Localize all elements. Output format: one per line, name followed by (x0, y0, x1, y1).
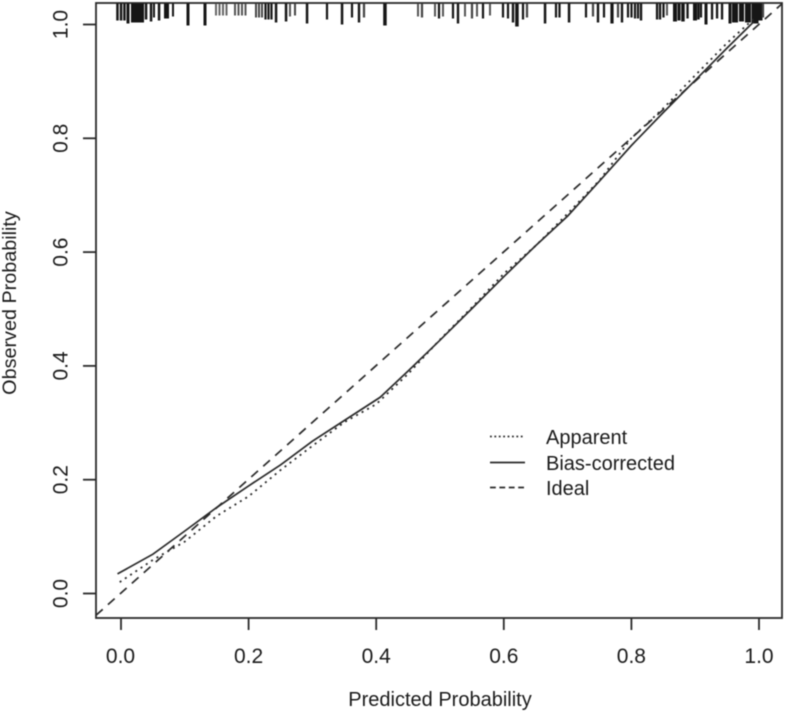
svg-text:Observed Probability: Observed Probability (0, 211, 21, 395)
svg-text:1.0: 1.0 (50, 10, 73, 39)
svg-text:0.2: 0.2 (50, 465, 73, 494)
svg-text:0.4: 0.4 (50, 351, 73, 381)
svg-text:0.0: 0.0 (106, 645, 135, 668)
svg-text:0.4: 0.4 (362, 645, 392, 668)
svg-text:1.0: 1.0 (744, 645, 773, 668)
svg-text:0.0: 0.0 (50, 579, 73, 608)
svg-text:Ideal: Ideal (546, 478, 589, 500)
svg-text:0.6: 0.6 (50, 237, 73, 266)
svg-text:Apparent: Apparent (546, 427, 628, 449)
svg-text:Predicted Probability: Predicted Probability (348, 689, 531, 711)
svg-text:0.8: 0.8 (617, 645, 646, 668)
svg-text:0.6: 0.6 (489, 645, 518, 668)
svg-text:Bias-corrected: Bias-corrected (546, 453, 675, 475)
svg-text:0.2: 0.2 (234, 645, 263, 668)
svg-text:0.8: 0.8 (50, 124, 73, 153)
